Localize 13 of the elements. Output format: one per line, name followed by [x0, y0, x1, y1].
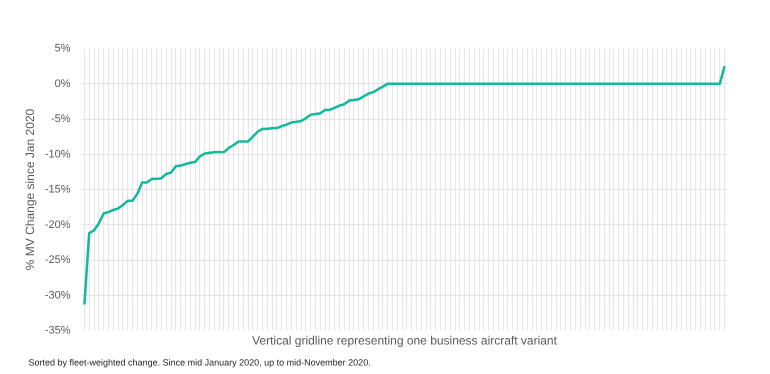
y-tick-label: -20% [44, 218, 71, 231]
y-tick-label: -25% [44, 254, 71, 266]
y-tick-label: 5% [54, 42, 71, 54]
y-tick-label: -30% [44, 289, 71, 302]
text: Sorted by fleet-weighted change. Since mid January 2020, up to mid-November 2020. [28, 358, 371, 368]
y-tick-label: -10% [44, 148, 71, 160]
x-axis-title: Vertical gridline representing one business aircraft variant [252, 334, 558, 348]
y-tick-label: 0% [54, 78, 71, 90]
y-tick-label: -5% [50, 113, 71, 125]
y-tick-label: -35% [44, 324, 71, 336]
line-series [83, 64, 726, 306]
y-tick-label: -15% [44, 184, 71, 196]
y-axis-title: % MV Change since Jan 2020 [22, 108, 37, 270]
